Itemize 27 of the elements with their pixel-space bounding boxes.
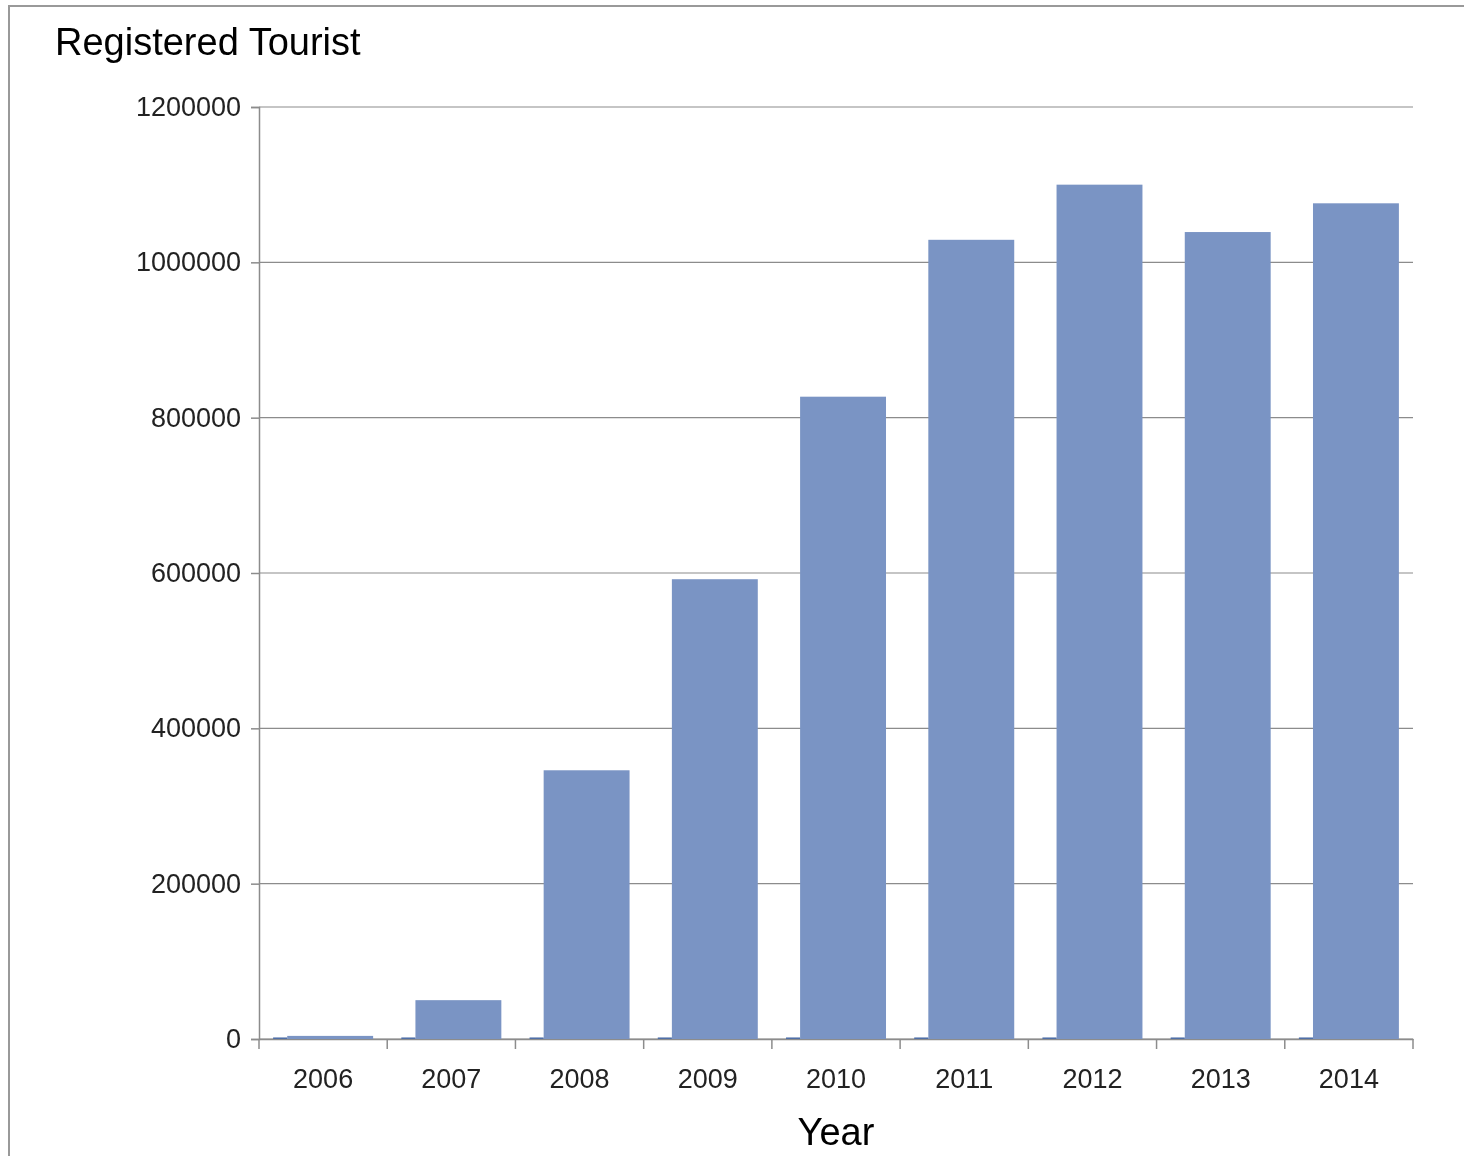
bar	[1184, 232, 1271, 1039]
x-tick-label: 2006	[293, 1064, 354, 1095]
x-axis-title: Year	[797, 1111, 875, 1153]
y-tick-label: 800000	[150, 402, 241, 433]
y-tick-label: 200000	[150, 868, 241, 899]
x-tick-label: 2010	[805, 1064, 867, 1095]
y-tick-label: 400000	[150, 713, 241, 744]
chart-title: Registered Tourist	[55, 21, 361, 63]
bar	[1312, 203, 1399, 1039]
x-tick-label: 2012	[1062, 1064, 1123, 1095]
x-tick-label: 2008	[549, 1064, 610, 1095]
bar	[415, 1000, 502, 1039]
x-tick-label: 2011	[935, 1064, 994, 1095]
x-tick-label: 2007	[421, 1064, 482, 1095]
bar	[800, 396, 887, 1039]
bar	[671, 579, 758, 1039]
x-tick-label: 2013	[1190, 1064, 1251, 1095]
y-tick-label: 600000	[150, 558, 241, 589]
x-tick-label: 2014	[1318, 1064, 1379, 1095]
bar	[543, 770, 630, 1039]
bar	[928, 239, 1015, 1039]
y-tick-label: 0	[225, 1024, 241, 1055]
y-tick-label: 1200000	[135, 92, 241, 123]
x-tick-label: 2009	[677, 1064, 738, 1095]
y-tick-label: 1000000	[135, 247, 241, 278]
bar	[1056, 184, 1143, 1039]
bar	[287, 1035, 374, 1039]
